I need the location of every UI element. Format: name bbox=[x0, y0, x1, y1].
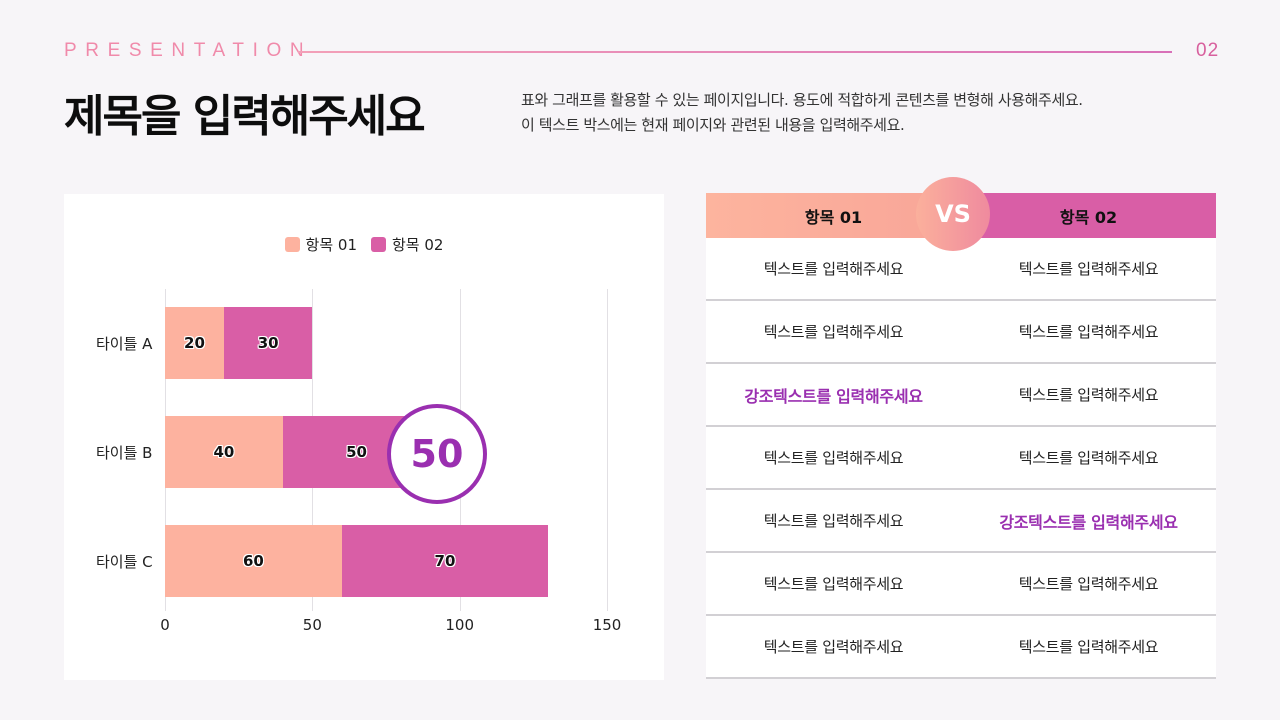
table-header-row: 항목 01 항목 02 bbox=[706, 193, 1216, 238]
comparison-table: 항목 01 항목 02 VS 텍스트를 입력해주세요 텍스트를 입력해주세요 텍스트… bbox=[706, 177, 1216, 679]
highlight-annotation-circle: 50 bbox=[387, 404, 487, 504]
table-cell: 텍스트를 입력해주세요 bbox=[763, 260, 904, 278]
table-cell-emphasis: 강조텍스트를 입력해주세요 bbox=[999, 512, 1178, 532]
table-cell: 텍스트를 입력해주세요 bbox=[1018, 260, 1159, 278]
bar-segment: 30 bbox=[223, 307, 313, 379]
legend-item-series1: 항목 01 bbox=[284, 234, 357, 255]
bar-segment: 20 bbox=[165, 307, 224, 379]
bar-value-label: 40 bbox=[213, 443, 235, 461]
bar-segment: 60 bbox=[165, 525, 342, 597]
legend-label-series2: 항목 02 bbox=[392, 236, 444, 254]
brand-label: PRESENTATION bbox=[64, 40, 313, 61]
table-cell: 텍스트를 입력해주세요 bbox=[1018, 323, 1159, 341]
table-row: 강조텍스트를 입력해주세요 텍스트를 입력해주세요 bbox=[706, 364, 1216, 427]
table-cell: 텍스트를 입력해주세요 bbox=[763, 638, 904, 656]
bar-value-label: 50 bbox=[346, 443, 367, 461]
bar-chart: 항목 01 항목 02 0 50 100 150 타이틀 A 20 30 타이틀 B 40 50 타… bbox=[64, 194, 664, 680]
table-cell: 텍스트를 입력해주세요 bbox=[763, 323, 904, 341]
table-row: 텍스트를 입력해주세요 텍스트를 입력해주세요 bbox=[706, 616, 1216, 679]
x-axis-tick: 0 bbox=[160, 616, 170, 634]
table-row: 텍스트를 입력해주세요 텍스트를 입력해주세요 bbox=[706, 301, 1216, 364]
table-cell-emphasis: 강조텍스트를 입력해주세요 bbox=[744, 386, 923, 406]
table-row: 텍스트를 입력해주세요 텍스트를 입력해주세요 bbox=[706, 427, 1216, 490]
table-row: 텍스트를 입력해주세요 텍스트를 입력해주세요 bbox=[706, 553, 1216, 616]
x-axis-tick: 100 bbox=[445, 616, 474, 634]
y-axis-label: 타이틀 A bbox=[96, 335, 153, 353]
table-cell: 텍스트를 입력해주세요 bbox=[763, 512, 904, 530]
table-header-item-02: 항목 02 bbox=[961, 193, 1216, 238]
bar-value-label: 30 bbox=[257, 334, 279, 352]
x-axis-tick: 150 bbox=[592, 616, 622, 634]
table-cell: 텍스트를 입력해주세요 bbox=[763, 449, 904, 467]
legend-swatch-series1 bbox=[284, 237, 300, 252]
legend-swatch-series2 bbox=[371, 237, 386, 252]
bar-segment: 70 bbox=[341, 525, 549, 597]
legend-item-series2: 항목 02 bbox=[371, 234, 443, 255]
table-cell: 텍스트를 입력해주세요 bbox=[1018, 575, 1159, 593]
table-cell: 텍스트를 입력해주세요 bbox=[1018, 449, 1159, 467]
gridline bbox=[607, 289, 609, 611]
table-row: 텍스트를 입력해주세요 텍스트를 입력해주세요 bbox=[706, 238, 1216, 301]
page-title: 제목을 입력해주세요 bbox=[64, 91, 426, 142]
description-line-1: 표와 그래프를 활용할 수 있는 페이지입니다. 용도에 적합하게 콘텐츠를 변… bbox=[521, 91, 1083, 109]
bar-segment: 40 bbox=[165, 416, 283, 488]
table-cell: 텍스트를 입력해주세요 bbox=[1018, 638, 1159, 656]
table-cell: 텍스트를 입력해주세요 bbox=[763, 575, 904, 593]
bar-value-label: 70 bbox=[434, 552, 456, 570]
bar-value-label: 20 bbox=[184, 334, 205, 352]
table-cell: 텍스트를 입력해주세요 bbox=[1018, 386, 1159, 404]
y-axis-label: 타이틀 B bbox=[96, 444, 153, 462]
vs-badge: VS bbox=[916, 177, 990, 251]
chart-legend: 항목 01 항목 02 bbox=[64, 234, 664, 255]
bar-value-label: 60 bbox=[242, 552, 264, 570]
table-row: 텍스트를 입력해주세요 강조텍스트를 입력해주세요 bbox=[706, 490, 1216, 553]
page-description: 표와 그래프를 활용할 수 있는 페이지입니다. 용도에 적합하게 콘텐츠를 변… bbox=[521, 88, 1083, 138]
y-axis-label: 타이틀 C bbox=[96, 553, 153, 571]
x-axis-tick: 50 bbox=[302, 616, 322, 634]
page-number: 02 bbox=[1196, 40, 1220, 61]
header-divider bbox=[298, 51, 1172, 53]
table-body: 텍스트를 입력해주세요 텍스트를 입력해주세요 텍스트를 입력해주세요 텍스트를 입력… bbox=[706, 238, 1216, 679]
description-line-2: 이 텍스트 박스에는 현재 페이지와 관련된 내용을 입력해주세요. bbox=[521, 116, 905, 134]
legend-label-series1: 항목 01 bbox=[305, 236, 357, 254]
